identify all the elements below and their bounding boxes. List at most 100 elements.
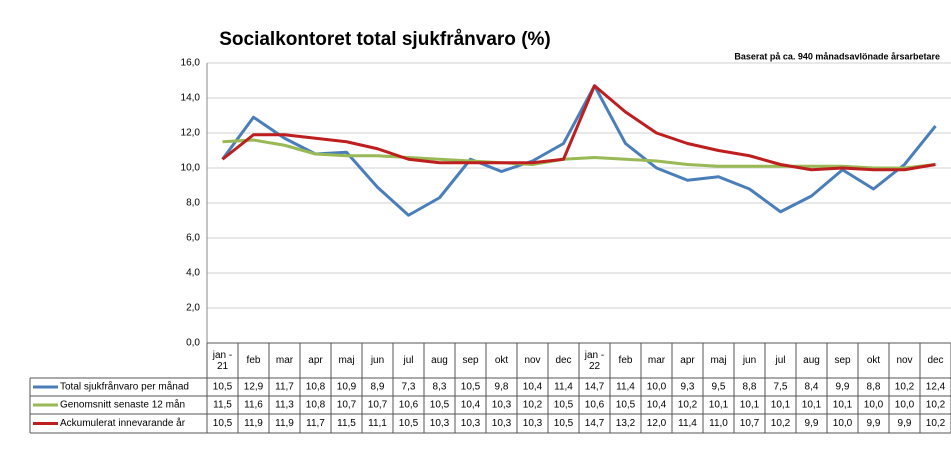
- y-tick-label: 8,0: [186, 198, 200, 209]
- x-tick-label: jan - 21: [212, 349, 233, 372]
- data-label: 10,0: [864, 400, 884, 411]
- x-tick-label: mar: [275, 355, 294, 366]
- data-label: 11,1: [368, 418, 387, 429]
- series-line: [222, 138, 936, 170]
- data-label: 11,6: [244, 400, 263, 411]
- data-label: 10,2: [926, 418, 946, 429]
- data-label: 10,7: [368, 400, 388, 411]
- data-label: 10,3: [492, 400, 512, 411]
- legend-label: Genomsnitt senaste 12 mån: [60, 399, 185, 411]
- data-label: 14,7: [585, 418, 605, 429]
- y-tick-label: 16,0: [181, 58, 201, 69]
- data-label: 10,5: [554, 400, 574, 411]
- data-label: 11,5: [213, 400, 232, 411]
- x-tick-label: feb: [246, 355, 261, 366]
- x-tick-label: jun: [370, 355, 385, 366]
- data-label: 10,3: [430, 418, 450, 429]
- data-label: 10,0: [895, 400, 915, 411]
- data-label: 10,7: [740, 418, 760, 429]
- x-tick-label: okt: [494, 355, 509, 366]
- data-label: 10,5: [616, 400, 636, 411]
- data-label: 10,1: [833, 400, 853, 411]
- data-label: 12,9: [244, 382, 264, 393]
- data-label: 10,0: [647, 382, 667, 393]
- data-label: 11,4: [554, 382, 573, 393]
- data-label: 10,1: [709, 400, 729, 411]
- y-tick-label: 14,0: [181, 93, 201, 104]
- data-label: 7,3: [402, 382, 416, 393]
- y-tick-label: 6,0: [186, 233, 200, 244]
- data-label: 9,9: [805, 418, 819, 429]
- x-tick-label: sep: [462, 355, 479, 366]
- data-label: 10,5: [554, 418, 574, 429]
- data-label: 11,7: [275, 382, 294, 393]
- data-label: 10,4: [523, 382, 543, 393]
- x-tick-label: nov: [896, 355, 913, 366]
- data-label: 10,1: [771, 400, 791, 411]
- x-tick-label: feb: [618, 355, 633, 366]
- data-label: 11,5: [337, 418, 356, 429]
- data-label: 12,4: [926, 382, 946, 393]
- x-tick-label: jul: [775, 355, 786, 366]
- data-label: 10,1: [740, 400, 760, 411]
- data-label: 10,5: [213, 382, 233, 393]
- data-label: 9,9: [898, 418, 912, 429]
- data-label: 10,2: [678, 400, 698, 411]
- data-label: 11,9: [244, 418, 263, 429]
- legend-label: Total sjukfrånvaro per månad: [60, 381, 189, 393]
- data-label: 10,3: [461, 418, 481, 429]
- data-label: 10,5: [461, 382, 481, 393]
- data-label: 9,9: [867, 418, 881, 429]
- data-label: 10,5: [399, 418, 419, 429]
- data-label: 10,8: [306, 382, 326, 393]
- data-label: 10,7: [337, 400, 357, 411]
- chart-subtitle: Baserat på ca. 940 månadsavlönade årsarb…: [734, 51, 940, 61]
- x-tick-label: sep: [834, 355, 851, 366]
- data-label: 9,5: [712, 382, 726, 393]
- x-tick-label: apr: [680, 355, 695, 366]
- chart-title: Socialkontoret total sjukfrånvaro (%): [219, 29, 551, 50]
- series-line: [221, 84, 937, 217]
- y-tick-label: 10,0: [181, 163, 201, 174]
- legend-label: Ackumulerat innevarande år: [60, 417, 186, 429]
- data-label: 10,1: [802, 400, 822, 411]
- data-label: 10,4: [461, 400, 481, 411]
- data-label: 10,5: [213, 418, 233, 429]
- data-label: 8,9: [371, 382, 385, 393]
- data-label: 8,4: [805, 382, 819, 393]
- data-label: 10,2: [895, 382, 915, 393]
- data-label: 9,3: [681, 382, 695, 393]
- data-label: 11,9: [275, 418, 294, 429]
- data-label: 11,7: [306, 418, 325, 429]
- data-label: 8,3: [433, 382, 447, 393]
- y-tick-label: 0,0: [186, 338, 200, 349]
- data-label: 14,7: [585, 382, 605, 393]
- data-label: 12,0: [647, 418, 667, 429]
- x-tick-label: mar: [647, 355, 666, 366]
- data-label: 10,6: [399, 400, 419, 411]
- y-tick-label: 12,0: [181, 128, 201, 139]
- x-tick-label: maj: [338, 355, 355, 366]
- data-label: 13,2: [616, 418, 636, 429]
- data-label: 10,4: [647, 400, 667, 411]
- x-tick-label: dec: [555, 355, 572, 366]
- data-label: 9,8: [495, 382, 509, 393]
- x-tick-label: dec: [927, 355, 944, 366]
- x-tick-label: okt: [866, 355, 881, 366]
- x-tick-label: jan - 22: [584, 349, 605, 372]
- data-label: 10,6: [585, 400, 605, 411]
- data-label: 8,8: [867, 382, 881, 393]
- x-tick-label: apr: [308, 355, 323, 366]
- data-label: 10,3: [523, 418, 543, 429]
- data-label: 10,2: [523, 400, 543, 411]
- data-label: 10,2: [771, 418, 791, 429]
- series-line: [221, 84, 936, 172]
- y-tick-label: 2,0: [186, 303, 200, 314]
- data-label: 8,8: [743, 382, 757, 393]
- data-label: 10,9: [337, 382, 357, 393]
- data-label: 10,8: [306, 400, 326, 411]
- data-label: 10,0: [833, 418, 853, 429]
- data-label: 11,4: [678, 418, 697, 429]
